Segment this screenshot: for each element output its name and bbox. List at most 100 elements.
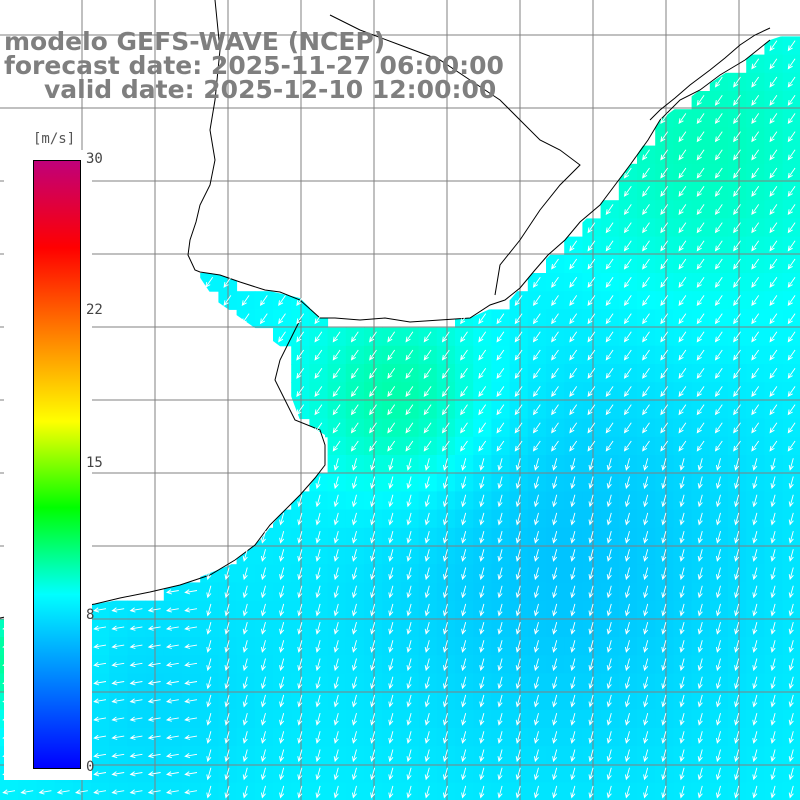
wind-arrow [388,567,394,581]
wind-arrow [370,585,376,599]
wind-arrow [532,276,541,288]
wind-arrow [242,676,248,690]
wind-arrow [642,240,650,252]
wind-arrow [587,440,596,452]
wind-arrow [787,331,796,343]
wind-arrow [370,603,376,617]
wind-arrow [369,331,377,343]
wind-arrow [424,530,430,544]
wind-arrow [570,476,576,490]
wind-arrow [623,349,632,361]
wind-arrow [661,676,667,690]
wind-arrow [661,658,667,672]
wind-arrow [351,767,357,781]
wind-arrow [461,640,467,653]
wind-arrow [442,549,448,562]
wind-arrow [423,349,432,361]
wind-arrow [697,458,703,471]
wind-arrow [515,567,521,581]
wind-arrow [479,694,485,708]
wind-arrow [696,94,705,106]
wind-arrow [479,512,485,526]
wind-arrow [424,785,430,799]
wind-arrow [660,204,669,216]
wind-arrow [787,313,796,325]
wind-arrow [715,567,721,581]
wind-arrow [642,167,650,179]
wind-arrow [661,567,667,581]
wind-arrow [350,331,359,343]
wind-arrow [606,712,612,726]
wind-arrow [424,476,430,490]
wind-arrow [532,331,541,343]
wind-arrow [496,386,505,398]
wind-arrow [623,422,632,434]
wind-arrow [733,349,741,361]
wind-arrow [787,167,796,179]
wind-arrow [370,530,376,544]
wind-arrow [788,530,794,544]
wind-arrow [569,349,578,361]
wind-arrow [406,640,412,653]
wind-arrow [315,712,321,726]
wind-arrow [315,512,321,526]
wind-arrow [515,694,521,708]
wind-arrow [787,40,796,52]
wind-arrow [296,349,305,361]
wind-arrow [93,789,107,795]
wind-arrow [660,422,669,434]
wind-arrow [714,276,723,288]
wind-arrow [206,567,212,581]
wind-arrow [314,313,323,325]
wind-arrow [552,476,558,490]
wind-arrow [279,731,285,744]
wind-arrow [478,422,487,434]
wind-arrow [184,589,198,595]
wind-arrow [643,749,649,763]
wind-arrow [206,694,212,708]
wind-arrow [129,789,143,795]
wind-arrow [570,712,576,726]
wind-arrow [642,440,650,452]
wind-arrow [570,512,576,526]
wind-arrow [206,585,212,599]
wind-arrow [770,512,776,526]
wind-arrow [369,367,377,379]
wind-arrow [205,276,214,288]
wind-arrow [733,76,741,88]
wind-arrow [165,662,179,668]
wind-arrow [388,476,394,490]
wind-arrow [461,603,467,617]
wind-arrow [441,349,450,361]
wind-arrow [770,476,776,490]
wind-arrow [242,749,248,763]
wind-arrow [388,585,394,599]
wind-arrow [587,222,596,234]
wind-arrow [296,331,305,343]
wind-arrow [679,731,685,744]
wind-arrow [606,476,612,490]
wind-arrow [424,567,430,581]
wind-arrow [624,494,630,508]
wind-arrow [788,640,794,653]
coastline-lagoon [649,27,771,121]
wind-arrow [752,749,758,763]
wind-arrow [588,749,594,763]
wind-arrow [714,349,723,361]
wind-arrow [733,240,741,252]
wind-arrow [497,458,503,471]
wind-arrow [660,386,669,398]
coastline-north [187,0,771,323]
wind-arrow [624,785,630,799]
wind-arrow [678,313,687,325]
wind-arrow [624,621,630,635]
coastline-uruguay-interior [329,14,581,296]
wind-arrow [642,185,650,197]
wind-arrow [787,185,796,197]
wind-arrow [423,440,432,452]
wind-arrow [515,549,521,562]
wind-arrow [642,295,650,307]
wind-arrow [147,680,161,686]
wind-arrow [297,785,303,799]
wind-arrow [660,258,669,270]
